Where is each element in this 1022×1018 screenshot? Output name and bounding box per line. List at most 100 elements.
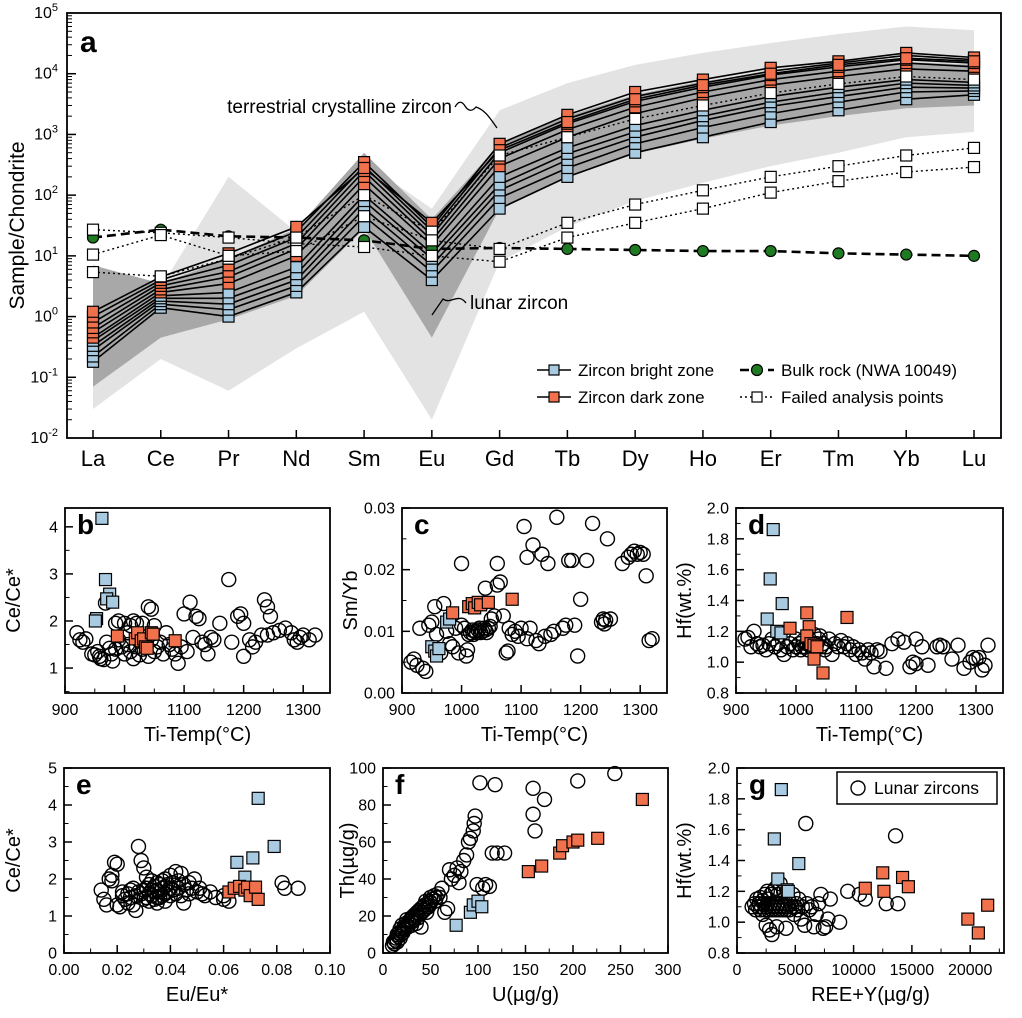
lunar-zircon-point [799,895,815,912]
lunar-zircon-point [188,608,204,624]
dark-zone-marker [876,866,890,880]
lunar-zircon-point [977,657,993,673]
dark-zone-marker [110,629,125,643]
lunar-zircon-point [578,552,595,569]
lunar-zircon-point [768,919,785,935]
panel-d-ylabel: Hf(wt.%) [674,562,696,639]
series-line-dark-6 [92,57,975,313]
dark-zone-marker [901,880,915,894]
lunar-zircon-point [623,546,639,562]
bulk-rock-marker [561,242,574,256]
x-tick-label: Tb [555,446,581,471]
lunar-zircon-point [290,880,306,896]
panel-c-frame [401,507,668,694]
series-line-bright-5 [92,78,975,342]
bright-zone-marker [357,220,371,233]
lunar-zircon-point [857,651,873,667]
failed-zone-marker [222,231,235,244]
x-tick-label: 300 [655,962,682,979]
dark-zone-marker [810,640,824,654]
failed-zone-marker [561,216,574,229]
lunar-zircon-point [451,875,467,891]
lunar-zircon-point [527,823,543,839]
panel-g-scatter-chart: 0 5000 10000 15000 20000 0.8 1.0 1.2 1.4 1.6 1.8 2.… [674,761,1005,1006]
lunar-zircon-point [516,518,532,535]
x-tick-label: Eu [418,446,445,471]
dark-zone-marker [900,52,913,65]
lunar-zircon-point [460,834,477,850]
lunar-zircon-point [522,620,538,636]
lunar-zircon-point [128,902,144,919]
lunar-zircon-point [635,546,651,562]
bright-zone-marker [774,782,788,797]
lunar-zircon-point [224,634,240,650]
bright-zone-marker [561,141,574,154]
lunar-zircon-point [412,620,428,636]
bright-zone-marker [548,364,560,376]
bright-zone-marker [493,170,506,183]
failed-zone-marker [764,170,777,183]
x-tick-label: 0.08 [261,962,292,979]
lunar-zircon-point [191,610,207,627]
lunar-zircon-point [602,611,619,627]
x-tick-label: 150 [512,962,539,979]
failed-zone-marker [696,184,710,197]
y-tick-label: 1.2 [707,624,729,641]
dark-zone-marker [571,833,585,847]
lunar-zircon-point [435,595,452,612]
x-tick-label: 1000 [444,702,480,719]
lunar-zircon-point [510,628,526,644]
lunar-zircon-point [91,648,108,664]
failed-zone-marker [764,86,777,100]
lunar-zircon-point [458,847,475,863]
lunar-zircon-point [450,645,467,661]
series-line-bright-2 [92,90,975,358]
x-tick-label: 10000 [831,962,876,979]
bright-zone-marker [771,872,785,886]
dark-zone-marker [961,912,975,926]
lunar-zircon-point [908,631,924,647]
panel-a-spider-chart: 10-2 10-1 100 101 102 103 104 105 La Ce Pr Nd Sm Eu Gd… [6,2,1002,471]
lunar-zircon-point [498,645,514,661]
y-tick-label: 1.0 [707,655,729,672]
lunar-zircon-point [920,657,936,673]
y-tick-label: 4 [49,519,58,536]
failed-zone-marker [967,160,981,174]
x-tick-label: Er [760,446,782,471]
panel-d-scatter-chart: 900 1000 1100 1200 1300 0.8 1.0 1.2 1.4 1.6 1.8 2.0… [674,501,1004,746]
dark-zone-marker [807,652,821,666]
failed-zone-marker [561,231,574,244]
lunar-zircon-point [525,780,541,797]
dark-zone-marker [783,621,797,635]
failed-zone-marker [86,223,100,236]
lunar-zircon-point [500,643,516,659]
lunar-zircon-point [235,615,252,632]
lunar-zircon-point [453,555,470,572]
lunar-zircon-point [641,632,657,649]
lunar-zircon-point [944,651,960,667]
bright-zone-marker [767,832,781,846]
x-tick-label: 1100 [504,702,539,719]
bright-zone-marker [493,202,506,215]
dark-zone-marker [800,606,814,620]
lunar-zircon-point [496,845,513,861]
lunar-zircon-point [840,883,856,900]
panel-c-scatter-chart: 900 1000 1100 1200 1300 0.00 0.01 0.02 0.03 Ti-Te… [340,501,668,746]
failed-zone-marker [154,270,167,283]
lunar-zircon-point [638,568,654,584]
lunar-zircon-point [256,592,273,608]
lunar-zircon-point [413,919,429,935]
dark-zone-marker [357,161,371,175]
lunar-zircon-point [644,631,660,647]
x-tick-label: Sm [348,446,381,471]
panel-g-legend-box [836,771,998,805]
series-line-bulk-rock [92,228,975,258]
panel-b-letter: b [77,509,94,540]
failed-zone-marker [832,77,845,90]
lunar-zircon-point [629,546,645,562]
lunar-zircon-point [481,878,498,895]
lunar-zircon-point [974,662,990,678]
lunar-zircon-point [421,617,437,633]
lunar-zircon-point [492,574,508,590]
lunar-zircon-point [197,887,213,904]
